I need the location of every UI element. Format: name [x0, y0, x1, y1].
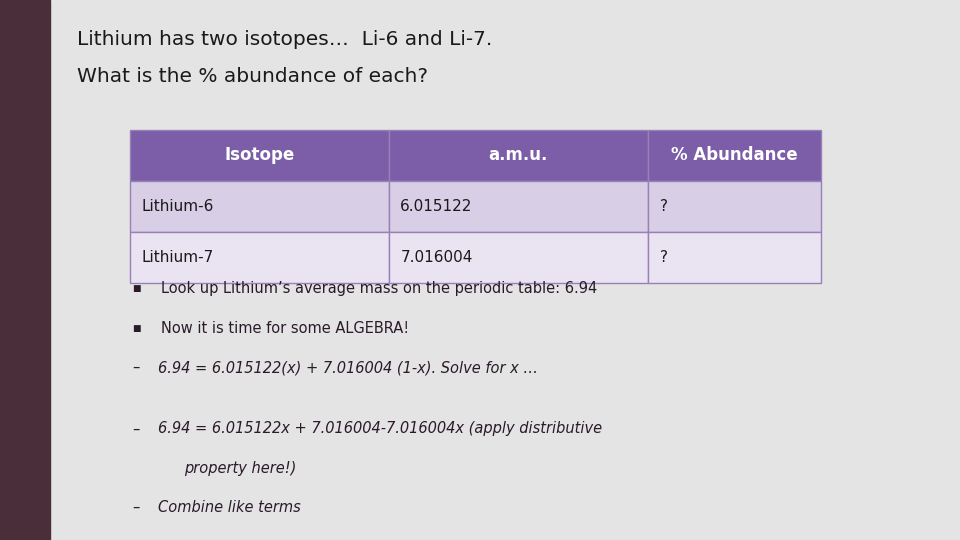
FancyBboxPatch shape: [130, 130, 389, 181]
FancyBboxPatch shape: [648, 181, 821, 232]
FancyBboxPatch shape: [648, 130, 821, 181]
Text: 7.016004: 7.016004: [400, 251, 472, 265]
Text: ■: ■: [132, 285, 141, 293]
Text: property here!): property here!): [184, 461, 297, 476]
Text: What is the % abundance of each?: What is the % abundance of each?: [77, 68, 428, 86]
Text: Isotope: Isotope: [224, 146, 295, 164]
Text: ?: ?: [660, 199, 667, 214]
Text: Now it is time for some ALGEBRA!: Now it is time for some ALGEBRA!: [161, 321, 409, 336]
Text: –: –: [132, 360, 140, 375]
FancyBboxPatch shape: [648, 232, 821, 284]
Text: % Abundance: % Abundance: [671, 146, 798, 164]
Text: Lithium-7: Lithium-7: [141, 251, 213, 265]
Text: –: –: [132, 421, 140, 436]
FancyBboxPatch shape: [130, 181, 389, 232]
Text: Lithium-6: Lithium-6: [141, 199, 213, 214]
Text: a.m.u.: a.m.u.: [489, 146, 548, 164]
FancyBboxPatch shape: [389, 232, 648, 284]
Text: 6.015122: 6.015122: [400, 199, 472, 214]
FancyBboxPatch shape: [389, 181, 648, 232]
Text: 6.94 = 6.015122(x) + 7.016004 (1-x). Solve for x …: 6.94 = 6.015122(x) + 7.016004 (1-x). Sol…: [158, 360, 539, 375]
FancyBboxPatch shape: [389, 130, 648, 181]
FancyBboxPatch shape: [130, 232, 389, 284]
Text: ?: ?: [660, 251, 667, 265]
Text: 6.94 = 6.015122x + 7.016004-7.016004x (apply distributive: 6.94 = 6.015122x + 7.016004-7.016004x (a…: [158, 421, 603, 436]
Text: ■: ■: [132, 324, 141, 333]
Text: –: –: [132, 500, 140, 515]
Text: Look up Lithium’s average mass on the periodic table: 6.94: Look up Lithium’s average mass on the pe…: [161, 281, 597, 296]
Text: Combine like terms: Combine like terms: [158, 500, 301, 515]
Text: Lithium has two isotopes…  Li-6 and Li-7.: Lithium has two isotopes… Li-6 and Li-7.: [77, 30, 492, 49]
